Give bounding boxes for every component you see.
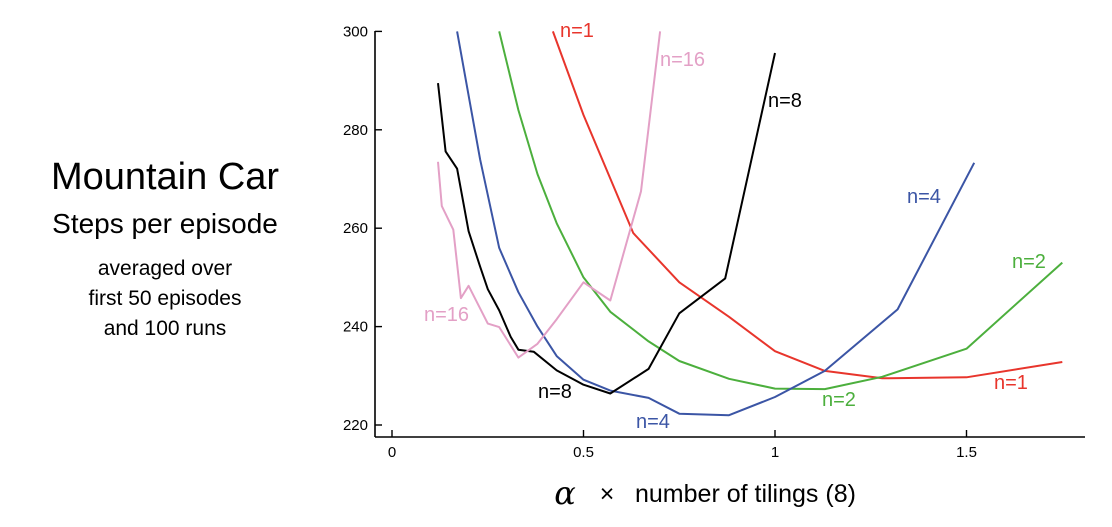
x-tick-label: 1 (771, 444, 779, 461)
series-line-n8 (437, 52, 776, 395)
series-layer (437, 31, 1063, 417)
x-axis-label-times: × (600, 480, 615, 508)
y-tick-label: 300 (343, 23, 368, 40)
series-label-n4: n=4 (636, 411, 670, 433)
axes: 220 240 260 280 300 0 0.5 1 1.5 (343, 23, 1085, 461)
x-tick-label: 0 (388, 444, 396, 461)
x-tick-label: 1.5 (956, 444, 977, 461)
side-subtitle: Steps per episode (52, 208, 278, 239)
series-line-n1 (551, 31, 1063, 380)
series-label-n16: n=16 (424, 304, 469, 326)
y-tick-label: 280 (343, 122, 368, 139)
caption-line-2: first 50 episodes (88, 287, 242, 310)
side-title: Mountain Car (50, 156, 280, 198)
series-label-n4: n=4 (907, 186, 941, 208)
caption-line-3: and 100 runs (103, 317, 227, 340)
series-line-n2 (498, 31, 1063, 391)
x-axis-label-symbol: α (554, 474, 576, 512)
series-label-n2: n=2 (822, 389, 856, 411)
series-label-layer: n=1 n=1 n=2 n=2 n=4 n=4 n=8 n=8 n=16 n=16 (424, 20, 1046, 433)
x-axis-label: number of tilings (8) (635, 480, 856, 508)
side-caption: averaged over first 50 episodes and 100 … (10, 254, 320, 344)
series-line-n4 (456, 31, 976, 417)
y-tick-label: 240 (343, 319, 368, 336)
x-tick-label: 0.5 (573, 444, 594, 461)
y-tick-label: 260 (343, 220, 368, 237)
series-label-n1: n=1 (994, 372, 1028, 394)
y-tick-label: 220 (343, 417, 368, 434)
series-label-n1: n=1 (560, 20, 594, 42)
series-label-n16: n=16 (660, 49, 705, 71)
series-line-n16 (437, 31, 662, 359)
series-label-n8: n=8 (768, 90, 802, 112)
series-label-n8: n=8 (538, 381, 572, 403)
caption-line-1: averaged over (97, 257, 233, 280)
series-label-n2: n=2 (1012, 251, 1046, 273)
